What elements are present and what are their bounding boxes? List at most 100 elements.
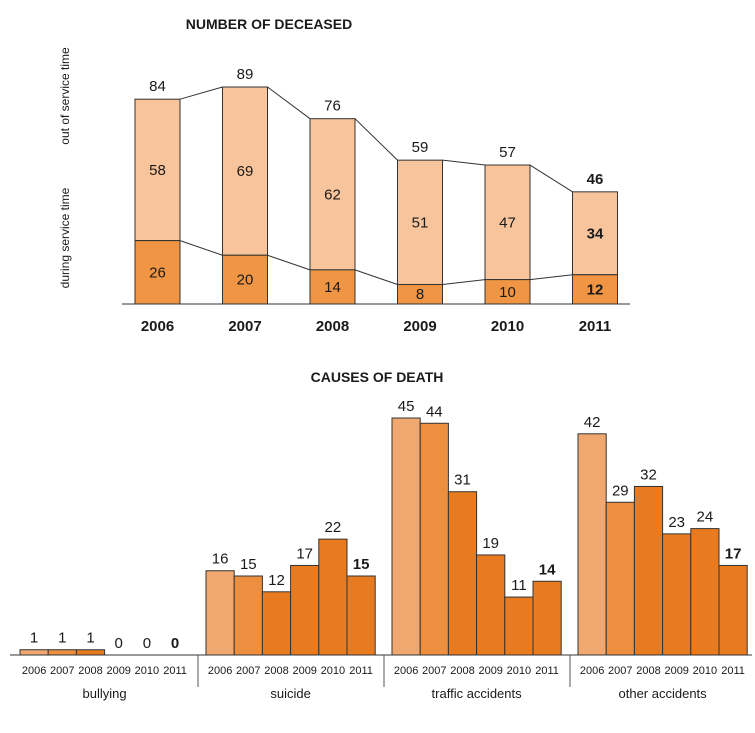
bar-out-of-service-2009 bbox=[397, 159, 443, 285]
value-label-suicide-2011: 15 bbox=[353, 556, 370, 573]
tick-label-bullying-2009: 2009 bbox=[106, 665, 130, 677]
during-value-label-2009: 8 bbox=[416, 286, 424, 303]
year-label-2010: 2010 bbox=[491, 318, 524, 335]
group-label-suicide: suicide bbox=[270, 686, 310, 701]
value-label-suicide-2008: 12 bbox=[268, 572, 285, 589]
bar-other-accidents-2007 bbox=[605, 501, 635, 656]
connector-total-line bbox=[354, 118, 398, 161]
connector-during-line bbox=[354, 269, 398, 285]
tick-label-suicide-2006: 2006 bbox=[208, 665, 232, 677]
tick-label-other-accidents-2009: 2009 bbox=[664, 665, 688, 677]
total-label-2008: 76 bbox=[324, 98, 341, 115]
value-label-bullying-2008: 1 bbox=[86, 630, 94, 647]
total-label-2006: 84 bbox=[149, 78, 166, 95]
during-value-label-2007: 20 bbox=[237, 272, 254, 289]
causes-chart-title: CAUSES OF DEATH bbox=[311, 369, 444, 385]
value-label-other-accidents-2010: 24 bbox=[697, 509, 714, 526]
tick-label-bullying-2010: 2010 bbox=[135, 665, 159, 677]
value-label-suicide-2006: 16 bbox=[212, 551, 229, 568]
connector-during-line bbox=[442, 279, 486, 285]
out-value-label-2011: 34 bbox=[587, 225, 604, 242]
total-label-2009: 59 bbox=[412, 139, 429, 156]
bar-traffic-accidents-2011 bbox=[532, 580, 562, 656]
value-label-bullying-2011: 0 bbox=[171, 635, 179, 652]
out-value-label-2006: 58 bbox=[149, 162, 166, 179]
value-label-bullying-2010: 0 bbox=[143, 635, 151, 652]
group-label-bullying: bullying bbox=[83, 686, 127, 701]
tick-label-bullying-2011: 2011 bbox=[163, 665, 187, 677]
out-value-label-2010: 47 bbox=[499, 214, 516, 231]
tick-label-other-accidents-2008: 2008 bbox=[636, 665, 660, 677]
during-value-label-2006: 26 bbox=[149, 264, 166, 281]
bar-during-service-2009 bbox=[397, 283, 443, 305]
connector-during-line bbox=[529, 274, 573, 281]
bar-traffic-accidents-2009 bbox=[476, 554, 506, 656]
during-value-label-2008: 14 bbox=[324, 279, 341, 296]
tick-label-traffic-accidents-2009: 2009 bbox=[478, 665, 502, 677]
value-label-suicide-2010: 22 bbox=[325, 519, 342, 536]
bar-suicide-2011 bbox=[346, 575, 376, 656]
tick-label-bullying-2008: 2008 bbox=[78, 665, 102, 677]
bar-suicide-2008 bbox=[261, 591, 292, 656]
bar-suicide-2009 bbox=[290, 564, 320, 656]
bar-other-accidents-2009 bbox=[662, 533, 692, 656]
bar-bullying-2006 bbox=[19, 649, 49, 656]
out-value-label-2008: 62 bbox=[324, 186, 341, 203]
total-label-2007: 89 bbox=[237, 66, 254, 83]
total-label-2011: 46 bbox=[587, 171, 604, 188]
bar-during-service-2010 bbox=[484, 279, 531, 305]
year-label-2007: 2007 bbox=[228, 318, 261, 335]
tick-label-suicide-2010: 2010 bbox=[321, 665, 345, 677]
bar-suicide-2006 bbox=[205, 570, 235, 656]
connector-during-line bbox=[179, 240, 223, 256]
connector-total-line bbox=[179, 86, 223, 100]
tick-label-other-accidents-2006: 2006 bbox=[580, 665, 604, 677]
bar-bullying-2007 bbox=[47, 649, 77, 656]
connector-total-line bbox=[442, 159, 486, 166]
value-label-other-accidents-2009: 23 bbox=[668, 514, 685, 531]
bar-traffic-accidents-2007 bbox=[419, 422, 449, 656]
group-label-other-accidents: other accidents bbox=[619, 686, 708, 701]
bar-other-accidents-2010 bbox=[690, 528, 720, 656]
value-label-suicide-2007: 15 bbox=[240, 556, 257, 573]
bar-during-service-2011 bbox=[572, 274, 618, 305]
bar-out-of-service-2010 bbox=[484, 164, 531, 281]
tick-label-other-accidents-2011: 2011 bbox=[721, 665, 745, 677]
tick-label-other-accidents-2007: 2007 bbox=[608, 665, 632, 677]
value-label-other-accidents-2011: 17 bbox=[725, 545, 742, 562]
value-label-traffic-accidents-2009: 19 bbox=[482, 535, 499, 552]
value-label-traffic-accidents-2007: 44 bbox=[426, 403, 443, 420]
value-label-traffic-accidents-2008: 31 bbox=[454, 472, 471, 489]
bar-other-accidents-2011 bbox=[718, 564, 748, 656]
value-label-traffic-accidents-2011: 14 bbox=[539, 561, 556, 578]
bar-out-of-service-2008 bbox=[309, 118, 356, 271]
tick-label-other-accidents-2010: 2010 bbox=[693, 665, 717, 677]
bar-suicide-2010 bbox=[318, 538, 348, 656]
bar-traffic-accidents-2010 bbox=[504, 596, 534, 656]
total-label-2010: 57 bbox=[499, 144, 516, 161]
bar-out-of-service-2011 bbox=[572, 191, 618, 276]
tick-label-suicide-2009: 2009 bbox=[292, 665, 316, 677]
value-label-suicide-2009: 17 bbox=[296, 545, 313, 562]
during-value-label-2011: 12 bbox=[587, 281, 604, 298]
tick-label-traffic-accidents-2011: 2011 bbox=[535, 665, 559, 677]
deceased-chart-title: NUMBER OF DECEASED bbox=[186, 16, 352, 32]
year-label-2008: 2008 bbox=[316, 318, 349, 335]
tick-label-bullying-2006: 2006 bbox=[22, 665, 46, 677]
tick-label-traffic-accidents-2010: 2010 bbox=[507, 665, 531, 677]
tick-label-traffic-accidents-2006: 2006 bbox=[394, 665, 418, 677]
value-label-other-accidents-2008: 32 bbox=[640, 466, 657, 483]
bar-suicide-2007 bbox=[233, 575, 263, 656]
tick-label-suicide-2007: 2007 bbox=[236, 665, 260, 677]
tick-label-suicide-2011: 2011 bbox=[349, 665, 373, 677]
out-value-label-2007: 69 bbox=[237, 163, 254, 180]
group-label-traffic-accidents: traffic accidents bbox=[432, 686, 523, 701]
bar-traffic-accidents-2008 bbox=[447, 491, 478, 656]
legend-out-of-service: out of service time bbox=[58, 47, 72, 145]
tick-label-traffic-accidents-2008: 2008 bbox=[450, 665, 474, 677]
tick-label-suicide-2008: 2008 bbox=[264, 665, 288, 677]
value-label-bullying-2007: 1 bbox=[58, 630, 66, 647]
value-label-other-accidents-2007: 29 bbox=[612, 482, 629, 499]
connector-total-line bbox=[267, 86, 311, 120]
